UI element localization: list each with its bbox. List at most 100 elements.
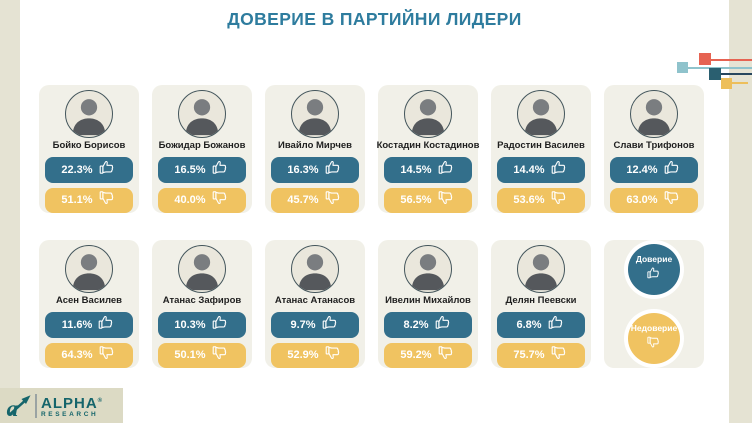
decor-line-navy [721, 73, 752, 75]
leader-name: Ивелин Михайлов [385, 295, 471, 306]
distrust-pill: 52.9% [271, 342, 359, 368]
legend-trust-label: Доверие [635, 253, 673, 264]
thumbs-down-icon [211, 343, 230, 367]
leader-photo [630, 90, 678, 138]
leader-photo [65, 90, 113, 138]
leader-card: Делян Пеевски 6.8% 75.7% [491, 240, 591, 368]
trust-percentage: 9.7% [290, 318, 316, 331]
svg-text:a: a [7, 394, 19, 419]
thumbs-down-icon [646, 333, 662, 355]
leader-card: Ивелин Михайлов 8.2% 59.2% [378, 240, 478, 368]
leader-name: Костадин Костадинов [376, 140, 480, 151]
thumbs-up-icon [211, 313, 230, 337]
person-silhouette-icon [411, 254, 445, 291]
person-silhouette-icon [72, 254, 106, 291]
trust-pill: 14.5% [384, 157, 472, 183]
trust-percentage: 6.8% [516, 318, 542, 331]
thumbs-up-icon [321, 313, 340, 337]
leader-card: Асен Василев 11.6% 64.3% [39, 240, 139, 368]
distrust-percentage: 52.9% [287, 349, 319, 362]
registered-mark: ® [97, 397, 104, 404]
distrust-percentage: 63.0% [626, 194, 658, 207]
alpha-research-logo: a ALPHA® RESEARCH [0, 388, 123, 423]
thumbs-up-icon [324, 158, 343, 182]
person-silhouette-icon [524, 254, 558, 291]
legend-trust-badge: Доверие [624, 240, 684, 299]
decor-square-coral [699, 53, 711, 65]
leader-card: Ивайло Мирчев 16.3% 45.7% [265, 85, 365, 213]
thumbs-up-icon [437, 158, 456, 182]
leader-card: Костадин Костадинов 14.5% 56.5% [376, 85, 480, 213]
distrust-pill: 50.1% [158, 342, 246, 368]
distrust-pill: 45.7% [271, 187, 359, 213]
person-silhouette-icon [298, 99, 332, 136]
trust-percentage: 10.3% [174, 318, 206, 331]
trust-percentage: 8.2% [403, 318, 429, 331]
thumbs-up-icon [97, 313, 116, 337]
distrust-pill: 40.0% [158, 187, 246, 213]
person-silhouette-icon [185, 254, 219, 291]
thumbs-up-icon [550, 158, 569, 182]
leaders-grid: Бойко Борисов 22.3% 51.1% Божидар Божано… [39, 85, 704, 368]
trust-percentage: 12.4% [626, 163, 658, 176]
decor-square-darkteal [709, 68, 721, 80]
distrust-percentage: 53.6% [513, 194, 545, 207]
thumbs-down-icon [98, 188, 117, 212]
leader-name: Бойко Борисов [52, 140, 126, 151]
decor-line-coral [711, 59, 752, 61]
trust-pill: 8.2% [384, 312, 472, 338]
page-title: ДОВЕРИЕ В ПАРТИЙНИ ЛИДЕРИ [227, 9, 522, 29]
leader-name: Атанас Атанасов [274, 295, 356, 306]
left-accent-strip [0, 0, 20, 423]
distrust-percentage: 51.1% [61, 194, 93, 207]
decor-square-yellow [721, 78, 732, 89]
person-silhouette-icon [637, 99, 671, 136]
logo-brand: ALPHA [41, 394, 98, 412]
distrust-pill: 63.0% [610, 187, 698, 213]
thumbs-down-icon [437, 343, 456, 367]
distrust-pill: 53.6% [497, 187, 585, 213]
distrust-percentage: 56.5% [400, 194, 432, 207]
leader-photo [178, 245, 226, 293]
thumbs-up-icon [646, 264, 662, 286]
distrust-percentage: 64.3% [61, 349, 93, 362]
leader-photo [291, 90, 339, 138]
trust-pill: 6.8% [497, 312, 585, 338]
thumbs-down-icon [324, 188, 343, 212]
thumbs-up-icon [547, 313, 566, 337]
distrust-percentage: 45.7% [287, 194, 319, 207]
thumbs-down-icon [550, 188, 569, 212]
leader-name: Делян Пеевски [505, 295, 577, 306]
leader-card: Атанас Зафиров 10.3% 50.1% [152, 240, 252, 368]
legend-distrust-label: Недоверие [630, 322, 678, 333]
distrust-pill: 64.3% [45, 342, 133, 368]
leader-card: Слави Трифонов 12.4% 63.0% [604, 85, 704, 213]
leader-photo [517, 90, 565, 138]
leader-name: Асен Василев [56, 295, 122, 306]
leader-photo [404, 90, 452, 138]
thumbs-up-icon [98, 158, 117, 182]
leader-card: Бойко Борисов 22.3% 51.1% [39, 85, 139, 213]
leader-photo [291, 245, 339, 293]
trust-pill: 12.4% [610, 157, 698, 183]
trust-percentage: 16.5% [174, 163, 206, 176]
decor-line-yellow [732, 82, 748, 84]
leader-name: Слави Трифонов [613, 140, 695, 151]
leader-card: Радостин Василев 14.4% 53.6% [491, 85, 591, 213]
trust-pill: 16.3% [271, 157, 359, 183]
distrust-pill: 56.5% [384, 187, 472, 213]
trust-percentage: 11.6% [61, 318, 93, 331]
person-silhouette-icon [185, 99, 219, 136]
trust-percentage: 16.3% [287, 163, 319, 176]
leader-name: Радостин Василев [497, 140, 585, 151]
logo-sub-brand: RESEARCH [41, 410, 99, 418]
distrust-percentage: 50.1% [174, 349, 206, 362]
leader-photo [65, 245, 113, 293]
thumbs-down-icon [663, 188, 682, 212]
thumbs-down-icon [98, 343, 117, 367]
leader-photo [404, 245, 452, 293]
thumbs-down-icon [437, 188, 456, 212]
thumbs-down-icon [324, 343, 343, 367]
leader-photo [517, 245, 565, 293]
legend-card: Доверие Недоверие [604, 240, 704, 368]
